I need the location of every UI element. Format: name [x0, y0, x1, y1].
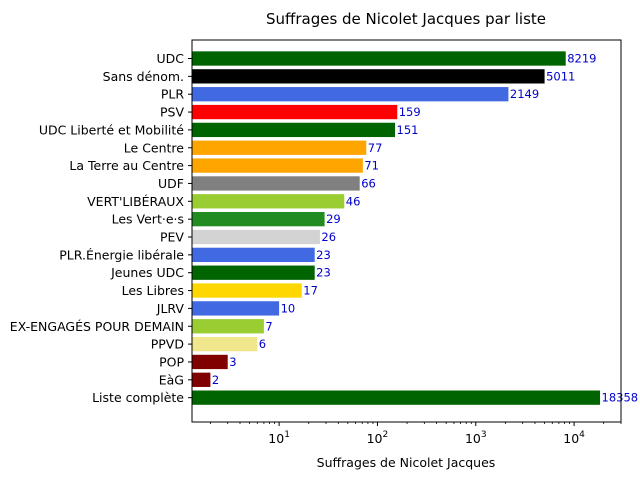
value-label: 159: [399, 105, 421, 119]
bar: [192, 229, 320, 245]
bar: [192, 51, 566, 66]
bar: [192, 87, 509, 102]
bar: [192, 140, 367, 155]
chart-title: Suffrages de Nicolet Jacques par liste: [266, 10, 546, 28]
value-label: 10: [281, 301, 296, 315]
value-label: 8219: [567, 52, 596, 66]
bar: [192, 69, 545, 84]
value-label: 77: [368, 141, 383, 155]
bars-layer: [192, 51, 601, 405]
value-label: 29: [326, 212, 341, 226]
category-label: Jeunes UDC: [110, 265, 184, 280]
x-tick-label: 101: [268, 430, 290, 446]
category-labels: UDC Sans dénom. PLR PSV UDC Liberté et Mobil…: [10, 51, 192, 405]
value-label: 5011: [546, 69, 575, 83]
value-label: 46: [346, 194, 361, 208]
category-label: Liste complète: [92, 390, 184, 405]
bar: [192, 336, 258, 352]
category-label: UDC: [156, 51, 184, 66]
category-label: Les Libres: [122, 283, 184, 298]
bar: [192, 176, 360, 191]
category-label: EX-ENGAGÉS POUR DEMAIN: [10, 319, 184, 334]
value-label: 2: [212, 373, 219, 387]
bar: [192, 301, 280, 316]
value-label: 2149: [510, 87, 539, 101]
value-label: 66: [361, 176, 376, 190]
value-label: 6: [259, 337, 266, 351]
x-tick-label: 102: [367, 430, 389, 446]
bar: [192, 390, 601, 405]
category-label: PLR: [161, 87, 185, 102]
value-label: 18358: [602, 391, 639, 405]
category-label: Les Vert·e·s: [112, 212, 184, 227]
bar: [192, 283, 302, 298]
category-label: UDF: [158, 176, 184, 191]
value-label: 151: [397, 123, 419, 137]
bar: [192, 158, 363, 173]
bar: [192, 372, 211, 387]
x-axis-label: Suffrages de Nicolet Jacques: [317, 455, 496, 470]
category-label: PSV: [160, 105, 184, 120]
bar: [192, 194, 345, 209]
value-label: 3: [229, 355, 236, 369]
value-label: 71: [364, 159, 379, 173]
bar: [192, 122, 396, 138]
category-label: JLRV: [156, 301, 185, 316]
value-label: 23: [316, 248, 331, 262]
bar: [192, 212, 325, 227]
bar: [192, 104, 398, 120]
category-label: POP: [159, 354, 184, 369]
category-label: PPVD: [151, 337, 184, 352]
bar: [192, 247, 315, 262]
value-label: 17: [303, 284, 318, 298]
value-label: 23: [316, 266, 331, 280]
category-label: Le Centre: [124, 140, 185, 155]
category-label: EàG: [159, 372, 184, 387]
bar: [192, 319, 264, 334]
bar: [192, 354, 228, 370]
plot-frame: [191, 39, 622, 423]
category-label: La Terre au Centre: [69, 158, 184, 173]
category-label: UDC Liberté et Mobilité: [39, 122, 184, 137]
category-label: Sans dénom.: [103, 69, 184, 84]
value-label: 7: [265, 319, 272, 333]
bar: [192, 265, 315, 280]
category-label: PLR.Énergie libérale: [59, 247, 184, 262]
x-tick-label: 104: [563, 430, 585, 446]
category-label: VERT'LIBÉRAUX: [87, 194, 184, 209]
category-label: PEV: [160, 230, 184, 245]
x-tick-label: 103: [465, 430, 487, 446]
value-label: 26: [321, 230, 336, 244]
